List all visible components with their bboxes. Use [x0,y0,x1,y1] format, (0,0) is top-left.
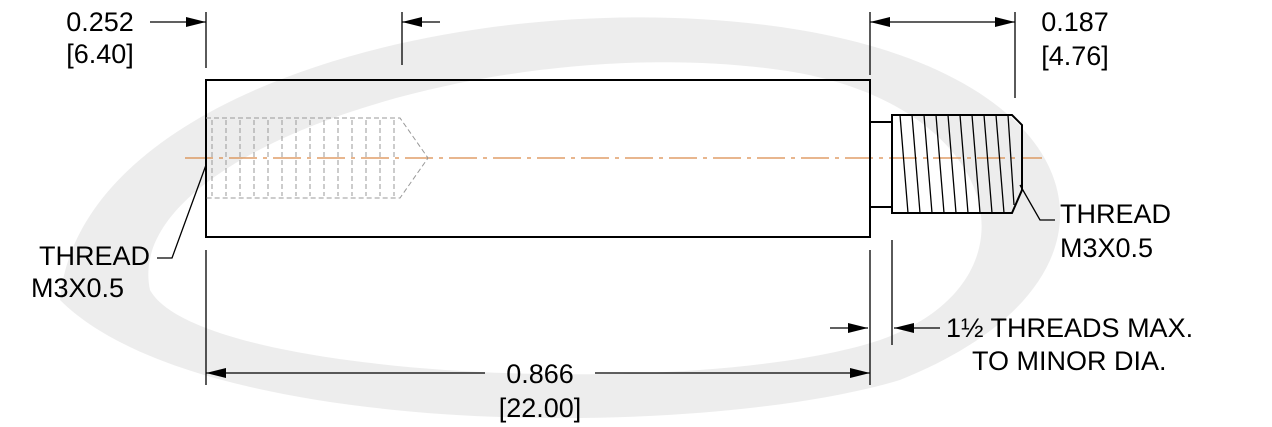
dimension-inch: 0.866 [506,359,574,389]
dimension-mm: [22.00] [499,393,582,423]
thread-spec: M3X0.5 [31,273,124,303]
note-line: TO MINOR DIA. [972,346,1167,376]
thread-label: THREAD [1060,199,1171,229]
thread-label: THREAD [39,241,150,271]
dimension-mm: [6.40] [66,39,134,69]
thread-spec: M3X0.5 [1060,233,1153,263]
dimension-inch: 0.252 [66,7,134,37]
dimension-mm: [4.76] [1041,41,1109,71]
dimension-inch: 0.187 [1041,7,1109,37]
stud [869,114,1023,214]
internal-thread [206,117,429,199]
note-line: 1½ THREADS MAX. [946,313,1193,343]
watermark [60,17,1061,419]
dimension-lines [150,12,1055,385]
